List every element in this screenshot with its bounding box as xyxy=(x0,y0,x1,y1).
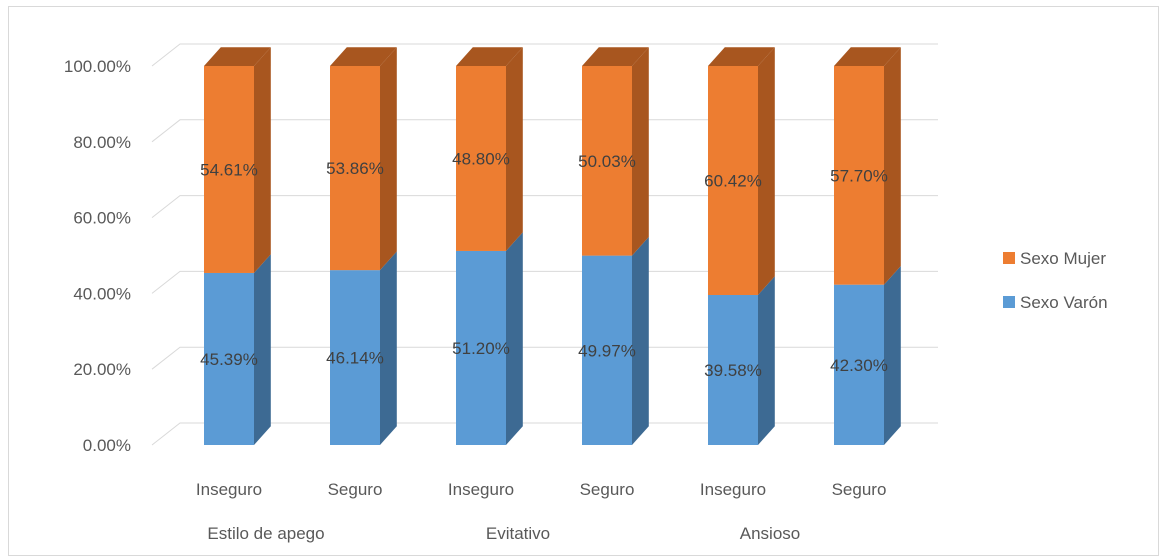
bar-top xyxy=(330,47,397,66)
y-tick-label: 100.00% xyxy=(64,57,131,76)
y-tick-label: 20.00% xyxy=(73,360,131,379)
bar-side xyxy=(884,47,901,285)
y-axis-ticks: 0.00% 20.00% 40.00% 60.00% 80.00% 100.00% xyxy=(64,57,131,455)
bar-side xyxy=(884,265,901,445)
bar-segment xyxy=(708,66,758,295)
x-tick-label: Seguro xyxy=(328,480,383,499)
bar-side xyxy=(254,47,271,273)
data-label: 42.30% xyxy=(830,356,888,375)
bar-segment xyxy=(834,284,884,445)
data-label: 49.97% xyxy=(578,341,636,360)
x-tick-label: Seguro xyxy=(580,480,635,499)
bar-side xyxy=(758,276,775,445)
gridline xyxy=(151,270,938,294)
bar-segment xyxy=(330,66,380,271)
data-label: 45.39% xyxy=(200,350,258,369)
legend-swatch xyxy=(1003,252,1015,264)
data-label: 57.70% xyxy=(830,166,888,185)
x-group-label: Evitativo xyxy=(486,524,550,543)
bar-top xyxy=(834,47,901,66)
bar-side xyxy=(632,236,649,445)
bars xyxy=(204,47,901,445)
bar-segment xyxy=(456,250,506,445)
y-tick-label: 60.00% xyxy=(73,209,131,228)
data-label: 60.42% xyxy=(704,171,762,190)
legend-label: Sexo Mujer xyxy=(1020,249,1106,268)
gridline xyxy=(151,422,938,446)
data-labels: 45.39% 54.61% 46.14% 53.86% 51.20% 48.80% 49.9… xyxy=(200,149,888,380)
bar-segment xyxy=(456,66,506,251)
bar-side xyxy=(380,251,397,445)
data-label: 39.58% xyxy=(704,361,762,380)
bar-side xyxy=(758,47,775,295)
bar-side xyxy=(254,254,271,445)
data-label: 51.20% xyxy=(452,339,510,358)
data-label: 48.80% xyxy=(452,149,510,168)
bar-segment xyxy=(330,270,380,445)
legend: Sexo Mujer Sexo Varón xyxy=(1003,249,1108,312)
gridline xyxy=(151,43,938,67)
bar-top xyxy=(708,47,775,66)
bar-side xyxy=(506,232,523,445)
legend-swatch xyxy=(1003,296,1015,308)
gridline xyxy=(151,346,938,370)
x-group-label: Ansioso xyxy=(740,524,800,543)
y-tick-label: 80.00% xyxy=(73,133,131,152)
x-tick-label: Inseguro xyxy=(196,480,262,499)
data-label: 53.86% xyxy=(326,159,384,178)
data-label: 50.03% xyxy=(578,152,636,171)
data-label: 46.14% xyxy=(326,349,384,368)
legend-label: Sexo Varón xyxy=(1020,293,1108,312)
y-tick-label: 0.00% xyxy=(83,436,131,455)
bar-segment xyxy=(582,255,632,445)
bar-side xyxy=(632,47,649,256)
x-axis-ticks: Inseguro Seguro Inseguro Seguro Inseguro Segu… xyxy=(196,480,887,543)
bar-side xyxy=(380,47,397,271)
bar-segment xyxy=(708,294,758,445)
gridline xyxy=(151,195,938,218)
bar-top xyxy=(204,47,271,66)
data-label: 54.61% xyxy=(200,160,258,179)
gridlines xyxy=(151,43,938,446)
x-group-label: Estilo de apego xyxy=(207,524,324,543)
y-tick-label: 40.00% xyxy=(73,284,131,303)
bar-top xyxy=(582,47,649,66)
bar-segment xyxy=(204,272,254,445)
gridline xyxy=(151,119,938,143)
bar-segment xyxy=(834,66,884,285)
x-tick-label: Inseguro xyxy=(448,480,514,499)
bar-top xyxy=(456,47,523,66)
bar-side xyxy=(506,47,523,251)
x-tick-label: Inseguro xyxy=(700,480,766,499)
bar-segment xyxy=(582,66,632,256)
bar-segment xyxy=(204,66,254,273)
x-tick-label: Seguro xyxy=(832,480,887,499)
